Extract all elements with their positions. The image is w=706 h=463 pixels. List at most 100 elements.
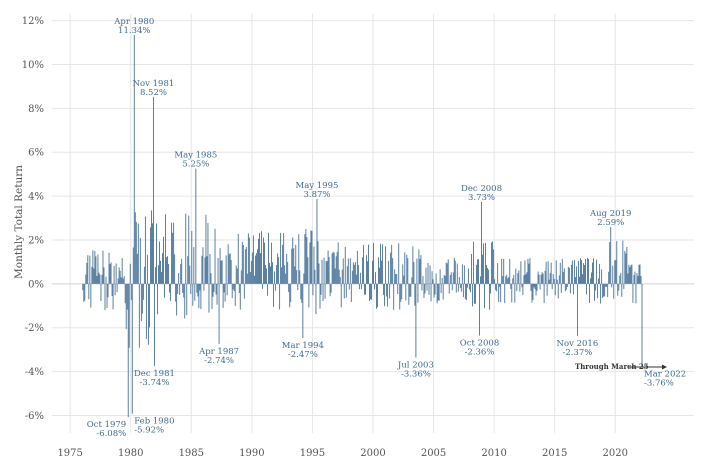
return-bar (316, 198, 318, 284)
return-bar (238, 283, 240, 294)
return-bar (528, 263, 530, 284)
return-bar (587, 257, 588, 284)
return-bar (127, 283, 129, 418)
return-bar (383, 283, 385, 296)
return-bar (626, 246, 628, 284)
return-bar (515, 268, 517, 284)
return-bar (567, 266, 569, 284)
return-bar (196, 283, 198, 293)
return-bar (442, 283, 444, 300)
return-bar (457, 283, 459, 292)
return-bar (358, 283, 360, 290)
return-bar (151, 210, 152, 284)
return-bar (214, 228, 216, 284)
return-bar (125, 283, 127, 330)
return-bar (353, 264, 355, 284)
return-bar (487, 267, 488, 284)
x-tick-label: 2000 (360, 448, 385, 459)
return-bar (508, 277, 510, 284)
x-tick-label: 2015 (542, 448, 567, 459)
return-bar (494, 279, 496, 284)
return-bar (356, 250, 358, 284)
return-bar (269, 263, 270, 284)
return-bar (405, 283, 407, 301)
return-bar (317, 241, 319, 284)
return-bar (318, 263, 320, 284)
annotation-value: -3.76% (644, 378, 674, 388)
return-bar (474, 283, 475, 304)
return-bar (212, 283, 214, 297)
return-bar (95, 256, 97, 284)
return-bar (618, 283, 620, 291)
return-bar (224, 283, 226, 302)
return-bar (500, 283, 502, 303)
return-bar (270, 266, 271, 284)
return-bar (456, 263, 458, 284)
return-bar (197, 283, 199, 297)
return-bar (355, 274, 357, 284)
return-bar (199, 283, 201, 291)
y-tick-label: 0% (28, 279, 44, 290)
return-bar (174, 254, 176, 284)
return-bar (163, 236, 164, 284)
return-bar (429, 265, 431, 284)
return-bar (187, 256, 189, 284)
return-bar (304, 234, 306, 284)
return-bar (313, 246, 315, 284)
return-bar (348, 283, 350, 290)
return-bar (328, 257, 330, 284)
return-bar (582, 274, 583, 284)
return-bar (465, 283, 467, 301)
return-bar (532, 283, 534, 300)
return-bar (109, 264, 111, 284)
return-bar (510, 283, 512, 289)
return-bar (420, 255, 422, 284)
return-bar (152, 223, 153, 284)
return-bar (111, 283, 113, 297)
return-bar (524, 260, 526, 284)
return-bar (441, 277, 443, 284)
return-bar (466, 283, 468, 288)
return-bars (82, 35, 643, 418)
return-bar (558, 275, 560, 284)
return-bar (563, 268, 565, 284)
return-bar (172, 232, 174, 284)
return-bar (546, 283, 548, 296)
return-bar (627, 273, 629, 284)
return-bar (440, 283, 442, 294)
return-bar (83, 283, 85, 302)
return-bar (559, 262, 561, 284)
return-bar (373, 242, 374, 284)
return-bar (142, 283, 144, 300)
return-bar (533, 283, 535, 288)
return-bar (604, 283, 606, 297)
return-bar (92, 250, 94, 284)
return-bar (414, 283, 416, 306)
annotation-value: -3.74% (140, 378, 170, 388)
return-bar (320, 283, 322, 295)
return-bar (574, 277, 576, 284)
return-bar (201, 255, 203, 284)
return-bar (529, 258, 531, 284)
return-bar (354, 262, 356, 284)
return-bar (460, 283, 462, 292)
return-bar (332, 251, 334, 284)
return-bar (557, 283, 559, 299)
annotation-value: -2.36% (465, 348, 495, 358)
return-bar (101, 274, 103, 284)
return-bar (198, 283, 200, 309)
annotation-value: -5.92% (134, 426, 164, 436)
return-bar (136, 253, 138, 284)
return-bar (550, 262, 552, 284)
return-bar (104, 283, 106, 311)
return-bar (538, 274, 540, 284)
return-bar (233, 283, 235, 292)
return-bar (88, 283, 90, 300)
return-bar (640, 276, 642, 284)
return-bar (226, 283, 228, 296)
return-bar (161, 271, 162, 284)
return-bar (597, 283, 599, 299)
return-bar (170, 283, 172, 301)
return-bar (544, 270, 546, 284)
